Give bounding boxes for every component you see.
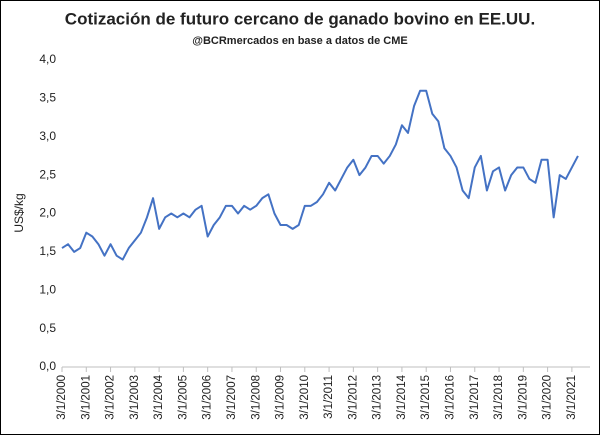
line-series — [61, 89, 579, 261]
y-tick-label: 3,5 — [39, 91, 56, 105]
y-tick-label: 1,0 — [39, 282, 56, 296]
x-tick-label: 3/1/2002 — [105, 375, 117, 420]
y-tick-label: 2,0 — [39, 206, 56, 220]
x-tick-label: 3/1/2015 — [420, 375, 432, 420]
y-tick-label: 2,5 — [39, 167, 56, 181]
y-tick-label: 3,0 — [39, 129, 56, 143]
x-tick-label: 3/1/2009 — [275, 375, 287, 420]
x-tick-label: 3/1/2007 — [226, 375, 238, 420]
x-tick-label: 3/1/2016 — [445, 375, 457, 420]
x-tick-label: 3/1/2004 — [153, 374, 165, 419]
y-axis-label: US$/kg — [12, 193, 26, 232]
y-tick-label: 4,0 — [39, 52, 56, 66]
x-tick-label: 3/1/2000 — [56, 375, 68, 420]
x-tick-label: 3/1/2017 — [469, 375, 481, 420]
x-tick-label: 3/1/2008 — [250, 375, 262, 420]
x-tick-label: 3/1/2006 — [202, 375, 214, 420]
x-tick-label: 3/1/2021 — [566, 375, 578, 420]
x-tick-label: 3/1/2011 — [323, 375, 335, 419]
y-tick-label: 0,5 — [39, 321, 56, 335]
x-tick-label: 3/1/2012 — [347, 375, 359, 420]
x-tick-label: 3/1/2005 — [177, 375, 189, 420]
chart-title: Cotización de futuro cercano de ganado b… — [65, 9, 535, 28]
x-tick-label: 3/1/2014 — [396, 374, 408, 419]
y-tick-label: 1,5 — [39, 244, 56, 258]
x-tick-label: 3/1/2020 — [542, 375, 554, 420]
y-tick-label: 0,0 — [39, 359, 56, 373]
x-tick-label: 3/1/2003 — [129, 375, 141, 420]
x-tick-label: 3/1/2001 — [80, 375, 92, 420]
x-tick-label: 3/1/2010 — [299, 375, 311, 420]
chart-subtitle: @BCRmercados en base a datos de CME — [192, 35, 408, 47]
x-tick-label: 3/1/2019 — [517, 375, 529, 420]
x-tick-label: 3/1/2013 — [372, 375, 384, 420]
x-tick-label: 3/1/2018 — [493, 375, 505, 420]
